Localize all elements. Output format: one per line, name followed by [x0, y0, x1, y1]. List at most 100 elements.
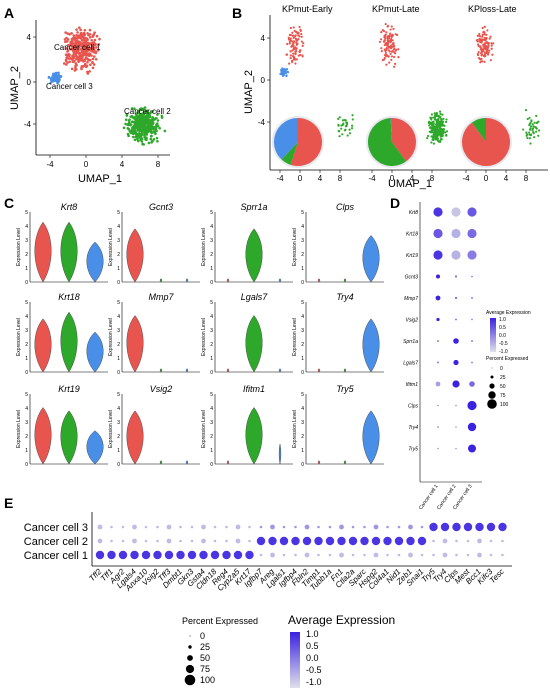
- violin-shape: [86, 331, 104, 373]
- umap-b-point-cancer-cell-1: [483, 25, 486, 28]
- umap-point-cancer-cell-1: [75, 54, 78, 58]
- panel-label-b: B: [232, 5, 242, 21]
- dotplot-e-dot: [118, 550, 128, 560]
- dotplot-d-pct-tick: 75: [500, 393, 506, 399]
- dotplot-d-dot: [471, 275, 473, 278]
- umap-point-cancer-cell-1: [86, 60, 89, 64]
- umap-b-point-cancer-cell-2: [526, 136, 529, 140]
- umap-point-cancer-cell-2: [134, 113, 138, 116]
- umap-b-point-cancer-cell-1: [479, 52, 483, 55]
- violin-ylabel: Expression Level: [201, 228, 207, 266]
- umap-point-cancer-cell-1: [73, 59, 76, 63]
- umap-b-point-cancer-cell-2: [531, 123, 534, 126]
- umap-point-cancer-cell-2: [130, 128, 134, 132]
- dotplot-d-dot: [437, 426, 439, 428]
- umap-b-point-cancer-cell-2: [432, 138, 435, 142]
- umap-b-point-cancer-cell-1: [299, 49, 302, 52]
- umap-point-cancer-cell-1: [74, 68, 78, 71]
- umap-b-point-cancer-cell-1: [388, 37, 391, 40]
- dotplot-e-dot: [279, 536, 289, 546]
- umap-point-cancer-cell-1: [95, 34, 99, 38]
- dotplot-d-dot: [455, 426, 457, 428]
- violin-gene-title: Clps: [336, 202, 355, 212]
- violin-ytick-label: 5: [301, 300, 304, 306]
- dotplot-e-dot: [97, 524, 103, 530]
- violin-ytick-label: 5: [210, 300, 213, 306]
- umap-point-cancer-cell-2: [136, 137, 139, 141]
- violin-ytick-label: 5: [210, 210, 213, 216]
- dotplot-d-gene-label: Krt18: [406, 232, 418, 238]
- umap-point-cancer-cell-2: [138, 121, 142, 124]
- umap-b-point-cancer-cell-1: [390, 50, 394, 53]
- violin-ytick-label: 2: [210, 252, 213, 258]
- umap-b-point-cancer-cell-2: [341, 133, 344, 136]
- dotplot-e-dot: [268, 536, 277, 546]
- dotplot-d-dot: [471, 318, 473, 321]
- cluster-label-cancer-cell-3: Cancer cell 3: [46, 82, 93, 91]
- umap-point-cancer-cell-1: [79, 37, 82, 40]
- dotplot-d-gene-label: Ifitm1: [406, 382, 418, 388]
- umap-b-point-cancer-cell-1: [480, 39, 484, 42]
- pie-slice-cancer-cell-2: [368, 118, 407, 167]
- umap-b-point-cancer-cell-1: [289, 26, 293, 30]
- umap-point-cancer-cell-2: [144, 109, 147, 113]
- umap-b-ytick-label: 0: [261, 76, 266, 85]
- umap-point-cancer-cell-2: [143, 106, 147, 109]
- umap-b-point-cancer-cell-1: [288, 33, 291, 36]
- violin-ytick-label: 5: [210, 392, 213, 398]
- umap-b-point-cancer-cell-1: [486, 45, 489, 48]
- dotplot-e-pct-dot: [189, 635, 191, 637]
- umap-point-cancer-cell-3: [50, 78, 53, 82]
- umap-point-cancer-cell-2: [151, 121, 155, 125]
- violin-shape: [226, 460, 230, 465]
- umap-point-cancer-cell-1: [82, 42, 85, 45]
- dotplot-d-gene-label: Sprr1a: [403, 339, 418, 345]
- umap-point-cancer-cell-1: [83, 58, 86, 62]
- umap-b-point-cancer-cell-1: [392, 41, 395, 45]
- dotplot-e-dot: [455, 539, 458, 543]
- umap-point-cancer-cell-2: [130, 130, 134, 134]
- umap-point-cancer-cell-2: [139, 135, 143, 139]
- umap-b-point-cancer-cell-2: [529, 127, 532, 130]
- umap-point-cancer-cell-1: [73, 38, 77, 42]
- dotplot-d-pct-tick: 100: [500, 402, 509, 408]
- dotplot-e-dot: [270, 552, 275, 558]
- umap-b-point-cancer-cell-1: [383, 39, 386, 42]
- violin-ytick-label: 1: [25, 356, 28, 362]
- dotplot-e-dot: [259, 553, 263, 557]
- umap-point-cancer-cell-2: [145, 119, 148, 123]
- umap-point-cancer-cell-2: [156, 124, 160, 128]
- umap-b-point-cancer-cell-2: [346, 134, 349, 137]
- violin-shape: [159, 368, 163, 373]
- umap-b-point-cancer-cell-2: [438, 133, 441, 136]
- dotplot-d-dot: [469, 381, 475, 387]
- umap-point-cancer-cell-2: [158, 126, 161, 130]
- umap-point-cancer-cell-2: [127, 119, 131, 123]
- umap-b-point-cancer-cell-1: [300, 35, 303, 38]
- umap-b-point-cancer-cell-2: [528, 116, 531, 119]
- dotplot-d-avg-legend-title: Average Expression: [486, 310, 531, 316]
- dotplot-e-dot: [235, 524, 241, 530]
- umap-b-point-cancer-cell-1: [389, 41, 392, 44]
- umap-b-point-cancer-cell-1: [295, 30, 298, 33]
- dotplot-e-dot: [304, 524, 310, 530]
- umap-b-point-cancer-cell-2: [337, 129, 340, 132]
- dotplot-e-dot: [210, 550, 220, 560]
- umap-b-point-cancer-cell-1: [384, 49, 387, 53]
- violin-ytick-label: 0: [301, 462, 304, 468]
- umap-b-point-cancer-cell-1: [383, 56, 386, 60]
- umap-b-point-cancer-cell-1: [388, 35, 391, 38]
- umap-b-point-cancer-cell-1: [484, 42, 487, 45]
- umap-point-cancer-cell-2: [156, 113, 159, 116]
- umap-b-point-cancer-cell-1: [389, 32, 392, 35]
- dotplot-e-dot: [302, 536, 312, 546]
- umap-point-cancer-cell-1: [78, 51, 82, 55]
- umap-b-point-cancer-cell-1: [298, 25, 301, 29]
- dotplot-e-dot: [371, 536, 381, 546]
- violin-ytick-label: 3: [117, 328, 120, 334]
- umap-point-cancer-cell-2: [150, 134, 153, 138]
- umap-point-cancer-cell-2: [145, 137, 148, 140]
- dotplot-e-dot: [394, 536, 404, 546]
- dotplot-e-dot: [406, 536, 415, 546]
